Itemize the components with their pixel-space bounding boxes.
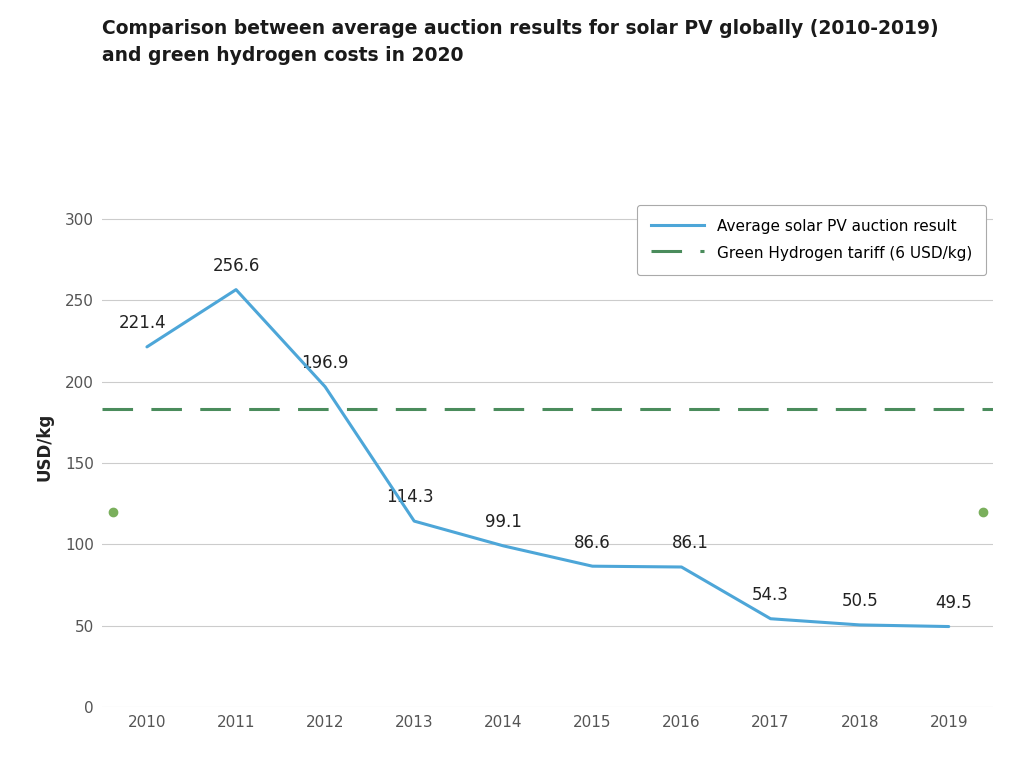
Text: Comparison between average auction results for solar PV globally (2010-2019)
and: Comparison between average auction resul… [102,19,939,65]
Text: 54.3: 54.3 [752,586,790,604]
Legend: Average solar PV auction result, Green Hydrogen tariff (6 USD/kg): Average solar PV auction result, Green H… [637,204,986,275]
Text: 256.6: 256.6 [212,257,260,275]
Text: 196.9: 196.9 [301,354,349,372]
Text: 99.1: 99.1 [484,513,522,531]
Y-axis label: USD/kg: USD/kg [36,413,54,481]
Text: 86.1: 86.1 [672,535,709,552]
Text: 86.6: 86.6 [574,534,610,552]
Text: 114.3: 114.3 [386,489,433,507]
Text: 50.5: 50.5 [842,592,878,610]
Text: 49.5: 49.5 [935,594,972,612]
Text: 221.4: 221.4 [119,314,166,333]
